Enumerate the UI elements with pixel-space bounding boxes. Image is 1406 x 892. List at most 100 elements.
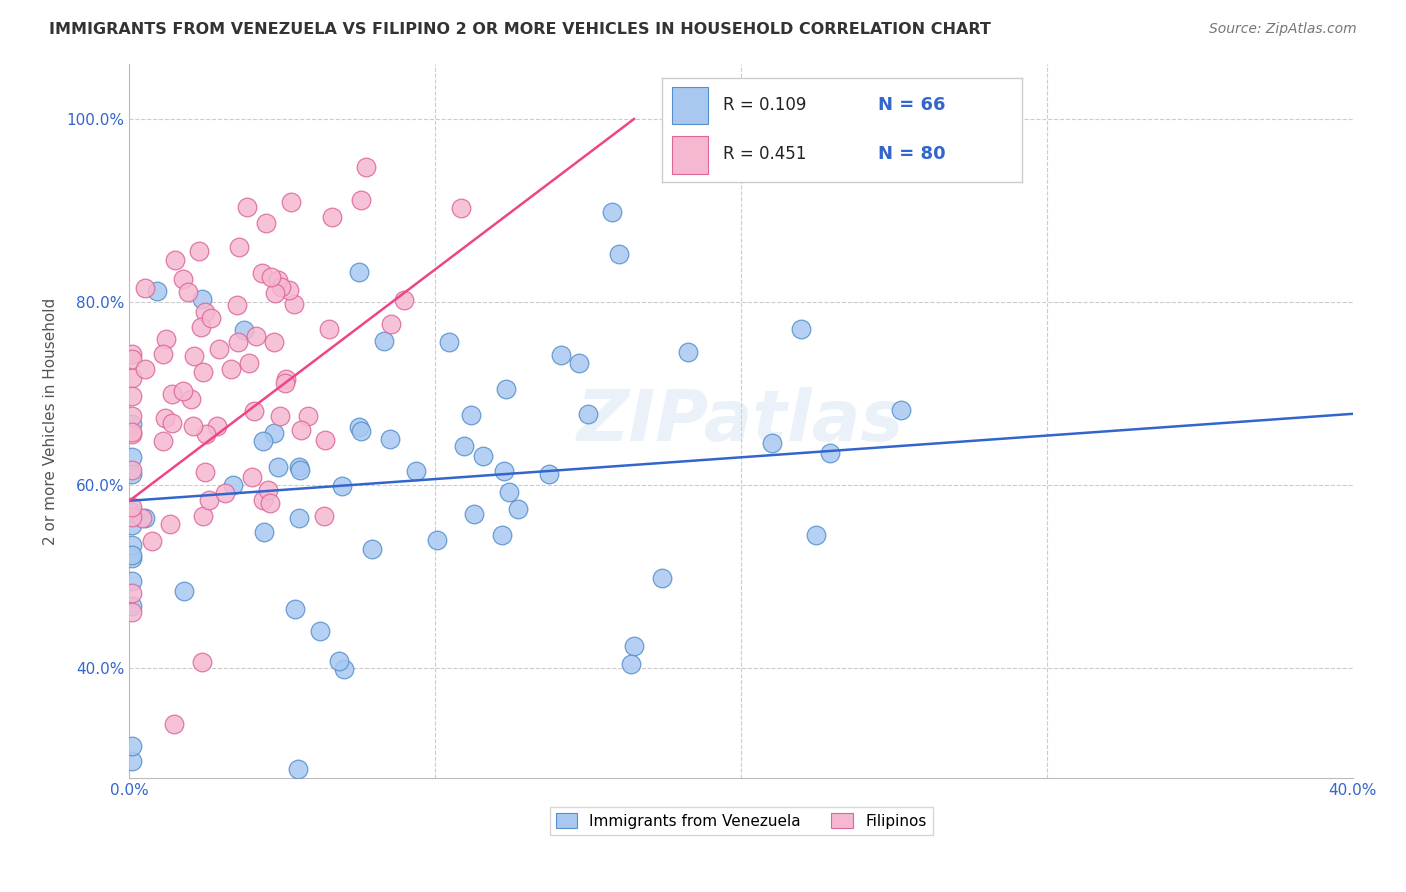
- Point: [172, 384, 194, 398]
- Point: [495, 382, 517, 396]
- Legend: Immigrants from Venezuela, Filipinos: Immigrants from Venezuela, Filipinos: [550, 806, 932, 835]
- Point: [252, 492, 274, 507]
- Point: [349, 193, 371, 207]
- Point: [190, 292, 212, 306]
- Point: [280, 195, 302, 210]
- Point: [506, 502, 529, 516]
- Point: [194, 465, 217, 479]
- Point: [333, 662, 356, 676]
- Point: [183, 349, 205, 363]
- Point: [256, 483, 278, 497]
- Point: [426, 533, 449, 548]
- Point: [121, 351, 143, 366]
- Point: [330, 478, 353, 492]
- Point: [450, 201, 472, 215]
- Point: [121, 450, 143, 465]
- Point: [121, 574, 143, 588]
- Point: [308, 624, 330, 639]
- Point: [222, 478, 245, 492]
- Point: [155, 332, 177, 346]
- Point: [238, 356, 260, 370]
- Point: [134, 361, 156, 376]
- Point: [193, 365, 215, 379]
- Point: [373, 334, 395, 348]
- Point: [537, 467, 560, 481]
- Point: [236, 200, 259, 214]
- Point: [277, 283, 299, 297]
- Point: [243, 404, 266, 418]
- Text: Source: ZipAtlas.com: Source: ZipAtlas.com: [1209, 22, 1357, 37]
- Point: [259, 496, 281, 510]
- Point: [568, 356, 591, 370]
- Point: [623, 640, 645, 654]
- Point: [270, 280, 292, 294]
- Point: [354, 160, 377, 174]
- Point: [131, 511, 153, 525]
- Point: [350, 425, 373, 439]
- Point: [160, 387, 183, 401]
- Point: [284, 602, 307, 616]
- Point: [274, 372, 297, 386]
- Point: [347, 265, 370, 279]
- Point: [121, 739, 143, 753]
- Point: [141, 534, 163, 549]
- Point: [226, 298, 249, 312]
- Point: [274, 376, 297, 390]
- Point: [121, 409, 143, 423]
- Point: [240, 470, 263, 484]
- Point: [297, 409, 319, 424]
- Point: [205, 419, 228, 434]
- Point: [263, 425, 285, 440]
- Point: [321, 210, 343, 224]
- Point: [121, 463, 143, 477]
- Point: [392, 293, 415, 307]
- Point: [790, 322, 813, 336]
- Point: [405, 464, 427, 478]
- Point: [232, 323, 254, 337]
- Point: [162, 416, 184, 430]
- Point: [263, 334, 285, 349]
- Point: [121, 551, 143, 566]
- Point: [152, 434, 174, 448]
- Text: ZIPatlas: ZIPatlas: [578, 386, 904, 456]
- Point: [328, 654, 350, 668]
- Point: [121, 505, 143, 519]
- Point: [190, 655, 212, 669]
- Point: [804, 527, 827, 541]
- Point: [145, 284, 167, 298]
- Point: [491, 528, 513, 542]
- Point: [290, 423, 312, 437]
- Point: [121, 538, 143, 552]
- Point: [173, 584, 195, 599]
- Point: [662, 161, 685, 176]
- Point: [121, 389, 143, 403]
- Point: [134, 280, 156, 294]
- Point: [576, 408, 599, 422]
- Point: [269, 409, 291, 424]
- Point: [121, 347, 143, 361]
- Point: [183, 419, 205, 434]
- Point: [187, 244, 209, 259]
- Point: [254, 216, 277, 230]
- Point: [287, 762, 309, 776]
- Point: [121, 467, 143, 482]
- Point: [177, 285, 200, 299]
- Point: [121, 425, 143, 439]
- Point: [121, 518, 143, 533]
- Point: [252, 434, 274, 449]
- Point: [283, 297, 305, 311]
- Point: [155, 410, 177, 425]
- Point: [121, 586, 143, 600]
- Point: [380, 317, 402, 331]
- Point: [121, 548, 143, 562]
- Point: [676, 345, 699, 359]
- Point: [121, 371, 143, 385]
- Point: [463, 507, 485, 521]
- Point: [172, 272, 194, 286]
- Point: [121, 605, 143, 619]
- Point: [121, 417, 143, 432]
- Point: [620, 657, 643, 672]
- Point: [651, 571, 673, 585]
- Point: [347, 420, 370, 434]
- Point: [219, 361, 242, 376]
